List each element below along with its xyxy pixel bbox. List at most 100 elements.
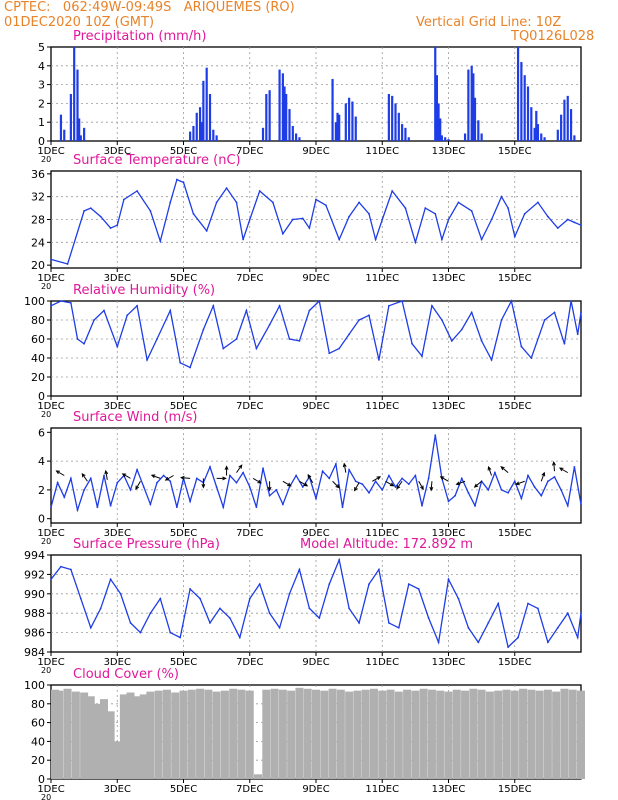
data-point [566, 218, 569, 221]
data-point [298, 568, 301, 571]
data-point [116, 345, 119, 348]
panel-1 [47, 170, 582, 272]
x-tick-label: 13DEC [432, 528, 466, 539]
wind-arrow [165, 475, 174, 481]
data-point [507, 646, 510, 649]
x-tick-label: 15DEC [498, 401, 532, 412]
wind-arrow-head [55, 470, 60, 475]
data-point [553, 311, 556, 314]
precip-bar [351, 101, 354, 141]
precip-bar [556, 129, 559, 141]
data-point [281, 503, 284, 506]
model-altitude: Model Altitude: 172.892 m [300, 537, 473, 552]
wind-arrow [122, 473, 131, 479]
cloud-bar [295, 687, 304, 779]
data-point [368, 212, 370, 215]
data-point [421, 504, 423, 507]
data-point [69, 568, 72, 571]
data-point [414, 241, 417, 244]
panel-3 [47, 427, 582, 527]
precip-bar [444, 137, 447, 141]
data-point [225, 187, 228, 190]
precip-bar [338, 114, 341, 141]
data-point [258, 583, 261, 585]
cloud-bar [320, 690, 329, 779]
wind-arrow-head [267, 486, 272, 492]
cloud-bar [452, 689, 461, 779]
data-point [427, 617, 430, 619]
y-tick-label: 20 [31, 259, 45, 272]
y-tick-label: 60 [31, 333, 45, 346]
data-point [480, 340, 483, 342]
x-tick-label: 9DEC [302, 784, 329, 795]
data-point [139, 631, 142, 634]
data-point [99, 215, 102, 218]
data-point [467, 626, 470, 629]
data-point [401, 477, 404, 480]
wind-arrow [299, 480, 308, 487]
precip-bar [472, 73, 475, 141]
data-point [175, 506, 178, 509]
y-tick-label: 4 [38, 455, 45, 468]
x-tick-label: 11DEC [365, 273, 399, 284]
x-tick-label: 13DEC [432, 401, 466, 412]
data-point [235, 481, 238, 484]
data-point [387, 304, 390, 307]
precip-bar [83, 127, 86, 141]
data-point [580, 503, 582, 506]
x-tick-label: 7DEC [236, 146, 263, 157]
wind-arrow-head [541, 471, 546, 477]
precip-bar [563, 99, 566, 141]
data-point [66, 263, 69, 265]
data-point [348, 333, 351, 336]
cloud-bar [106, 711, 115, 779]
data-point [553, 476, 556, 478]
precip-bar [560, 114, 563, 141]
cloud-bar [55, 690, 64, 779]
data-point [281, 232, 284, 235]
data-point [258, 190, 261, 192]
data-point [288, 486, 291, 488]
precip-bar [283, 86, 286, 141]
data-point [136, 190, 139, 192]
x-tick-label: 5DEC [170, 528, 197, 539]
data-point [60, 300, 62, 302]
data-point [255, 347, 258, 350]
precip-bar [394, 103, 397, 141]
y-tick-label: 988 [24, 607, 45, 620]
data-point [457, 201, 460, 204]
precip-bar [73, 47, 76, 141]
wind-arrow [488, 466, 493, 476]
data-point [169, 309, 172, 312]
cloud-bar [403, 689, 412, 779]
wind-arrow [553, 462, 555, 472]
cloud-bar [154, 690, 163, 779]
cloud-bar [502, 689, 511, 779]
data-point [63, 496, 66, 498]
wind-arrow-head [222, 476, 227, 481]
x-tick-label: 1DEC [37, 657, 64, 668]
data-point [440, 319, 443, 321]
precip-bar [526, 86, 530, 141]
precip-bar [189, 131, 192, 141]
x-tick-label: 13DEC [432, 273, 466, 284]
x-tick-label: 15DEC [498, 273, 532, 284]
x-tick-label: 1DEC [37, 528, 64, 539]
data-point [129, 488, 132, 491]
wind-arrow-head [257, 479, 262, 484]
precip-bar [569, 109, 573, 141]
wind-arrow [540, 472, 545, 482]
data-point [146, 359, 148, 361]
data-point [156, 481, 158, 484]
wind-arrow-head [135, 485, 140, 491]
x-tick-label: 1DEC [37, 401, 64, 412]
panel-title: Surface Temperature (nC) [73, 153, 241, 168]
cloud-bar [133, 696, 142, 779]
data-point [493, 471, 496, 474]
data-point [537, 201, 539, 204]
cloud-bar [386, 689, 395, 779]
data-point [387, 474, 390, 477]
x-tick-label: 9DEC [302, 528, 329, 539]
cloud-bar [543, 689, 552, 779]
panel-4 [47, 554, 582, 656]
